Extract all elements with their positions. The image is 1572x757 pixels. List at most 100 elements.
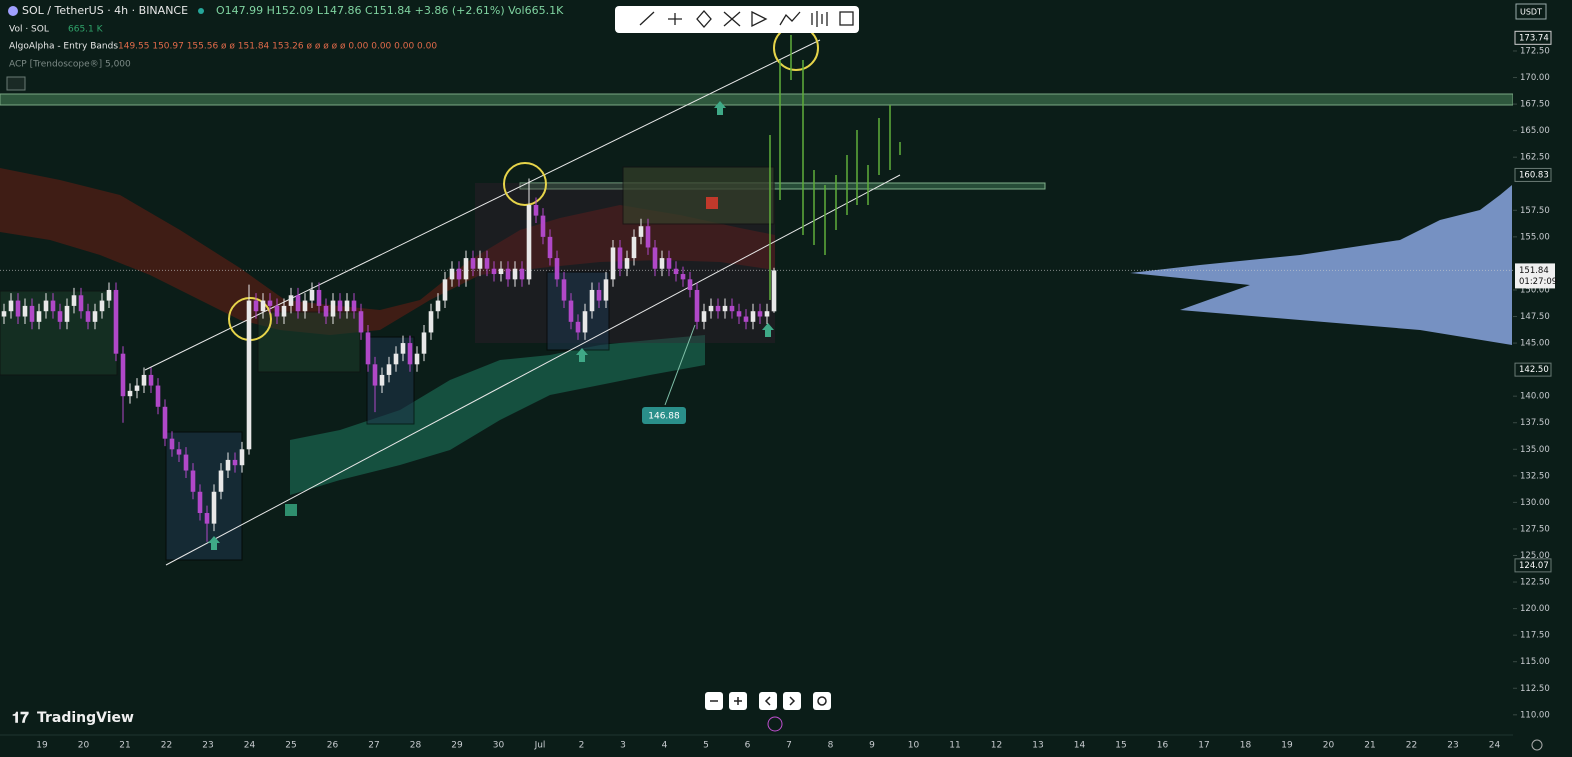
time-tick-label: 24 [1489,741,1501,751]
time-tick-label: 7 [786,741,792,751]
time-tick-label: Jul [534,741,546,751]
candle-body [645,226,651,248]
signal-arrow [576,348,588,362]
candle-body [246,300,252,450]
candle-body [498,268,504,275]
price-tick-label: 130.00 [1520,498,1550,508]
candle-body [757,311,763,317]
candle-body [309,289,315,301]
annotation-box [642,407,686,424]
time-tick-label: 24 [244,741,256,751]
scroll-left[interactable] [759,692,777,710]
time-tick-label: 19 [36,741,48,751]
indicator-name[interactable]: AlgoAlpha - Entry Bands [9,42,118,52]
candle-body [603,279,609,301]
currency-label[interactable]: USDT [1520,8,1542,17]
tool-forecast[interactable] [779,11,801,26]
tool-bars[interactable] [811,11,828,27]
price-tick-label: 117.50 [1520,631,1550,641]
candle-body [379,374,385,386]
candle-body [267,300,273,306]
replay-button[interactable] [767,716,783,732]
reset-view[interactable] [813,692,831,710]
time-tick-label: 11 [949,741,960,751]
symbol-icon [8,6,18,16]
candle-body [92,311,98,322]
price-tick-label: 110.00 [1520,710,1550,720]
candle-body [22,305,28,317]
tool-fib[interactable] [668,13,682,25]
tool-rectangle[interactable] [839,11,854,26]
candle-body [113,289,119,354]
candle-body [568,300,574,322]
time-tick-label: 10 [908,741,920,751]
symbol-title[interactable]: SOL / TetherUS · 4h · BINANCE [22,4,188,17]
candle-body [519,268,525,280]
price-tick-label: 172.50 [1520,46,1550,56]
candle-body [141,374,147,386]
candle-body [148,374,154,386]
price-tick-label: 150.00 [1520,285,1550,295]
signal-marker [285,504,297,516]
candle-body [169,438,175,450]
candle-body [659,258,665,269]
candle-body [673,268,679,275]
candle-body [71,295,77,306]
candle-body [351,300,357,312]
candle-body [694,289,700,322]
time-tick-label: 18 [1240,741,1252,751]
collapse-button[interactable] [6,76,26,91]
candle-body [421,332,427,354]
time-tick-label: 15 [1115,741,1126,751]
tool-triangle[interactable] [751,10,768,28]
price-tag [1514,362,1552,377]
time-tick-label: 25 [285,741,296,751]
candle-body [624,258,630,269]
candle-body [596,289,602,301]
candle-body [540,215,546,237]
candle-body [190,470,196,492]
indicator-name[interactable]: Vol · SOL [9,25,49,35]
scroll-right[interactable] [783,692,801,710]
price-axis [1513,0,1572,757]
candle-body [435,300,441,312]
price-tick-label: 127.50 [1520,524,1550,534]
price-tick-label: 140.00 [1520,392,1550,402]
tool-xabcd[interactable] [723,11,741,27]
tool-pattern[interactable] [696,10,712,28]
indicator-name[interactable]: ACP [Trendoscope®] 5,000 [9,60,131,70]
time-tick-label: 13 [1032,741,1043,751]
candle-body [477,258,483,269]
candle-body [547,236,553,259]
candle-body [337,300,343,312]
candle-body [260,300,266,312]
price-tag [1514,30,1552,45]
candle-body [211,491,217,524]
range-box [257,311,361,373]
projection-lines [769,35,901,300]
time-tick-label: 20 [78,741,90,751]
candle-body [463,258,469,280]
candle-body [253,300,259,312]
candle-body [617,247,623,269]
price-tick-label: 137.50 [1520,418,1550,428]
price-tag-label: 173.74 [1519,33,1549,43]
resistance-zone [0,93,1514,106]
tool-trendline[interactable] [639,11,655,26]
price-tick-label: 120.00 [1520,604,1550,614]
candle-body [470,258,476,269]
time-tick-label: 30 [493,741,505,751]
candle-body [197,491,203,514]
currency-button[interactable] [1515,3,1547,20]
price-tick-label: 125.00 [1520,551,1550,561]
candle-body [631,236,637,259]
candle-body [764,311,770,317]
candle-body [505,268,511,280]
price-tick-label: 135.00 [1520,445,1550,455]
candle-body [701,311,707,322]
candle-body [666,258,672,269]
candle-body [365,332,371,365]
indicator-values: 665.1 K [68,25,104,35]
settings-button[interactable] [1531,739,1543,751]
indicator-values: 149.55 150.97 155.56 ø ø 151.84 153.26 ø… [118,42,437,52]
